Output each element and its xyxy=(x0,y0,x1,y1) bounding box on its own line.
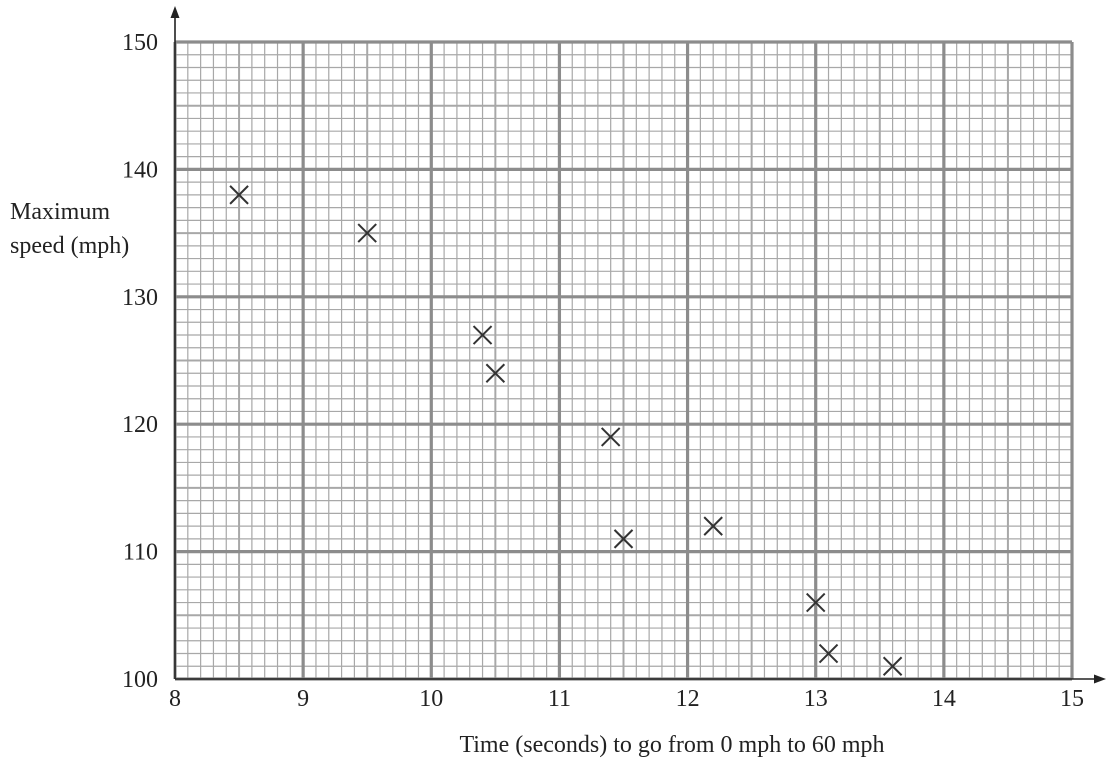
marker-stroke xyxy=(357,223,377,243)
marker-stroke xyxy=(613,529,634,549)
y-tick-labels: 100 110 120 130 140 150 xyxy=(122,30,158,693)
data-point-x-marker xyxy=(600,427,621,447)
x-tick-label: 9 xyxy=(297,686,309,712)
x-tick-label: 13 xyxy=(804,686,828,712)
y-axis-title-line-2: speed (mph) xyxy=(10,233,129,259)
data-point-x-marker xyxy=(806,592,826,613)
marker-stroke xyxy=(229,185,249,205)
marker-stroke xyxy=(703,516,723,536)
minor-grid xyxy=(175,42,1072,679)
data-point-x-marker xyxy=(818,643,839,664)
data-point-x-marker xyxy=(882,656,903,676)
y-tick-label: 100 xyxy=(122,667,158,693)
axes xyxy=(170,6,1106,684)
y-axis-title-line-1: Maximum xyxy=(10,199,110,225)
marker-stroke xyxy=(806,592,826,613)
x-tick-labels: 8 9 10 11 12 13 14 15 xyxy=(169,686,1084,712)
y-tick-label: 130 xyxy=(122,285,158,311)
y-tick-label: 150 xyxy=(122,30,158,56)
y-tick-label: 110 xyxy=(123,540,158,566)
x-axis-arrow-icon xyxy=(1094,674,1106,684)
y-tick-label: 140 xyxy=(122,157,158,183)
y-axis-arrow-icon xyxy=(170,6,180,18)
marker-stroke xyxy=(818,643,839,664)
marker-stroke xyxy=(485,363,506,383)
x-tick-label: 14 xyxy=(932,686,956,712)
x-tick-label: 15 xyxy=(1060,686,1084,712)
data-points xyxy=(229,185,903,676)
x-tick-label: 11 xyxy=(548,686,571,712)
x-tick-label: 8 xyxy=(169,686,181,712)
marker-stroke xyxy=(472,325,493,345)
data-point-x-marker xyxy=(357,223,377,243)
x-tick-label: 10 xyxy=(419,686,443,712)
x-axis-title: Time (seconds) to go from 0 mph to 60 mp… xyxy=(459,732,884,758)
x-tick-label: 12 xyxy=(676,686,700,712)
data-point-x-marker xyxy=(703,516,723,536)
data-point-x-marker xyxy=(613,529,634,549)
data-point-x-marker xyxy=(229,185,249,205)
marker-stroke xyxy=(882,656,903,676)
data-point-x-marker xyxy=(485,363,506,383)
data-point-x-marker xyxy=(472,325,493,345)
marker-stroke xyxy=(600,427,621,447)
y-tick-label: 120 xyxy=(122,412,158,438)
